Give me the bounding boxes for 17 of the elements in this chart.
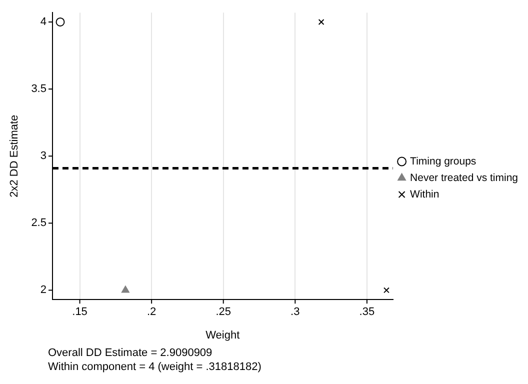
legend-label: Never treated vs timing bbox=[410, 172, 518, 184]
y-axis-title: 2x2 DD Estimate bbox=[8, 114, 21, 198]
text: Overall DD Estimate = 2.9090909 bbox=[48, 347, 212, 359]
text: Within component = 4 (weight = .31818182) bbox=[48, 361, 262, 373]
legend-label: Timing groups bbox=[410, 155, 476, 168]
y-tick-label: 2 bbox=[40, 284, 46, 296]
x-axis-title: Weight bbox=[206, 329, 240, 342]
x-tick-label: .35 bbox=[359, 306, 375, 318]
x-tick-label: .3 bbox=[290, 306, 300, 318]
y-tick-label: 4 bbox=[40, 16, 46, 28]
y-tick-label: 2.5 bbox=[31, 217, 46, 230]
x-tick-label: .2 bbox=[146, 306, 156, 318]
x-tick-label: .25 bbox=[216, 306, 232, 318]
legend-label: Within bbox=[410, 188, 440, 200]
y-tick-label: 3 bbox=[40, 150, 46, 162]
y-tick-label: 3.5 bbox=[31, 83, 46, 96]
x-tick-label: .15 bbox=[72, 306, 88, 318]
